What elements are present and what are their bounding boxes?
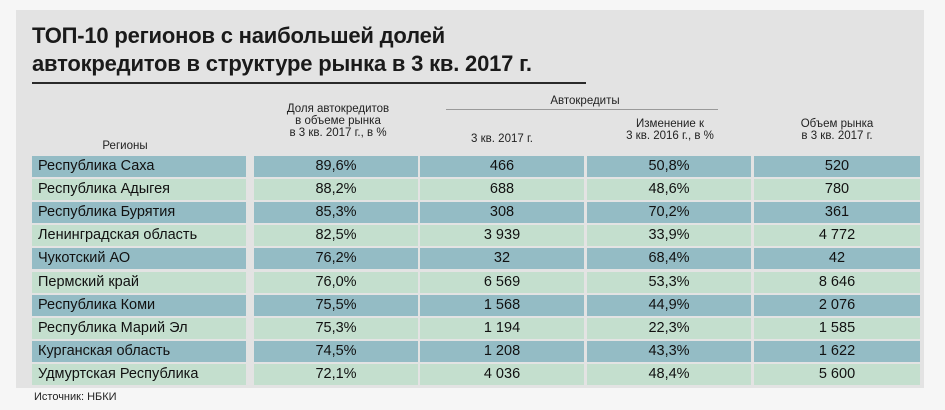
header-group-rule — [446, 109, 718, 110]
header-share: Доля автокредитов в объеме рынка в 3 кв.… — [256, 103, 420, 139]
table-row: Ленинградская область 82,5% 3 939 33,9% 4 77… — [32, 225, 920, 246]
cell-share: 85,3% — [254, 202, 418, 223]
cell-share: 74,5% — [254, 341, 418, 362]
cell-region: Ленинградская область — [32, 225, 246, 246]
cell-region: Пермский край — [32, 272, 246, 293]
header-regions: Регионы — [102, 140, 148, 152]
cell-q3: 32 — [420, 248, 584, 269]
table-row: Удмуртская Республика 72,1% 4 036 48,4% 5 60… — [32, 364, 920, 385]
cell-market: 42 — [754, 248, 920, 269]
cell-region: Курганская область — [32, 341, 246, 362]
cell-change: 43,3% — [587, 341, 751, 362]
cell-change: 48,6% — [587, 179, 751, 200]
cell-market: 8 646 — [754, 272, 920, 293]
table-row: Республика Саха 89,6% 466 50,8% 520 — [32, 156, 920, 177]
cell-q3: 1 208 — [420, 341, 584, 362]
header-change-line-2: 3 кв. 2016 г., в % — [626, 130, 714, 142]
header-autocredits: Автокредиты — [550, 95, 620, 107]
title-underline — [32, 82, 586, 84]
cell-share: 89,6% — [254, 156, 418, 177]
cell-q3: 308 — [420, 202, 584, 223]
cell-market: 5 600 — [754, 364, 920, 385]
cell-q3: 4 036 — [420, 364, 584, 385]
table-row: Республика Бурятия 85,3% 308 70,2% 361 — [32, 202, 920, 223]
cell-market: 780 — [754, 179, 920, 200]
cell-region: Республика Марий Эл — [32, 318, 246, 339]
cell-change: 53,3% — [587, 272, 751, 293]
cell-region: Республика Бурятия — [32, 202, 246, 223]
header-market-line-2: в 3 кв. 2017 г. — [801, 130, 873, 142]
cell-region: Республика Адыгея — [32, 179, 246, 200]
cell-region: Республика Саха — [32, 156, 246, 177]
cell-q3: 688 — [420, 179, 584, 200]
cell-q3: 3 939 — [420, 225, 584, 246]
source-note: Источник: НБКИ — [34, 391, 117, 403]
table-row: Чукотский АО 76,2% 32 68,4% 42 — [32, 248, 920, 269]
cell-change: 70,2% — [587, 202, 751, 223]
cell-market: 520 — [754, 156, 920, 177]
header-market: Объем рынка в 3 кв. 2017 г. — [755, 118, 919, 142]
cell-share: 75,3% — [254, 318, 418, 339]
cell-market: 4 772 — [754, 225, 920, 246]
cell-q3: 466 — [420, 156, 584, 177]
cell-change: 48,4% — [587, 364, 751, 385]
cell-change: 50,8% — [587, 156, 751, 177]
header-change-line-1: Изменение к — [636, 118, 704, 130]
cell-change: 44,9% — [587, 295, 751, 316]
table-row: Курганская область 74,5% 1 208 43,3% 1 622 — [32, 341, 920, 362]
header-share-line-2: в объеме рынка — [295, 115, 381, 127]
cell-share: 72,1% — [254, 364, 418, 385]
cell-market: 1 622 — [754, 341, 920, 362]
title-line-1: ТОП-10 регионов с наибольшей долей — [32, 23, 445, 48]
header-q3: 3 кв. 2017 г. — [471, 133, 533, 145]
table-row: Республика Адыгея 88,2% 688 48,6% 780 — [32, 179, 920, 200]
page-title: ТОП-10 регионов с наибольшей долей авток… — [32, 22, 532, 78]
cell-share: 75,5% — [254, 295, 418, 316]
cell-change: 22,3% — [587, 318, 751, 339]
cell-region: Республика Коми — [32, 295, 246, 316]
cell-change: 68,4% — [587, 248, 751, 269]
table-row: Республика Марий Эл 75,3% 1 194 22,3% 1 585 — [32, 318, 920, 339]
cell-market: 361 — [754, 202, 920, 223]
header-share-line-3: в 3 кв. 2017 г., в % — [289, 127, 387, 139]
cell-q3: 1 194 — [420, 318, 584, 339]
cell-market: 1 585 — [754, 318, 920, 339]
cell-change: 33,9% — [587, 225, 751, 246]
header-market-line-1: Объем рынка — [800, 118, 874, 130]
cell-share: 88,2% — [254, 179, 418, 200]
table-row: Республика Коми 75,5% 1 568 44,9% 2 076 — [32, 295, 920, 316]
table-row: Пермский край 76,0% 6 569 53,3% 8 646 — [32, 272, 920, 293]
cell-share: 82,5% — [254, 225, 418, 246]
cell-q3: 1 568 — [420, 295, 584, 316]
cell-market: 2 076 — [754, 295, 920, 316]
cell-share: 76,2% — [254, 248, 418, 269]
cell-share: 76,0% — [254, 272, 418, 293]
cell-region: Чукотский АО — [32, 248, 246, 269]
header-share-line-1: Доля автокредитов — [286, 103, 390, 115]
title-line-2: автокредитов в структуре рынка в 3 кв. 2… — [32, 51, 532, 76]
cell-q3: 6 569 — [420, 272, 584, 293]
header-change: Изменение к 3 кв. 2016 г., в % — [588, 118, 752, 142]
cell-region: Удмуртская Республика — [32, 364, 246, 385]
